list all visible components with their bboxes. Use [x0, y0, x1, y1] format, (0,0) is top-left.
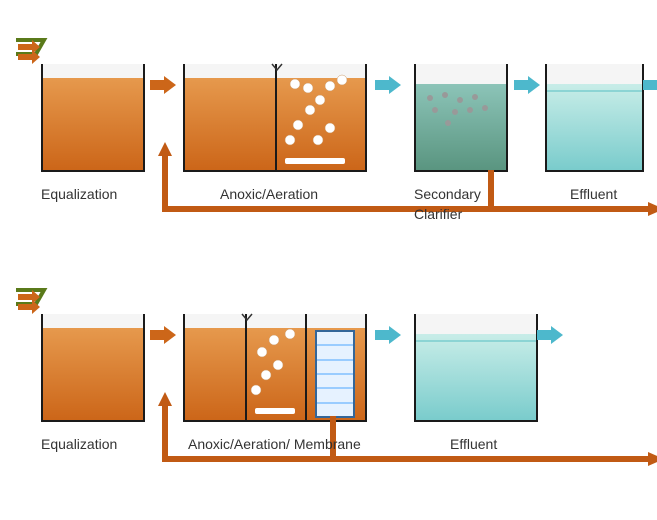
label-equalization: Equalization: [41, 435, 117, 455]
tank-effluent: [545, 64, 644, 172]
diffuser: [255, 408, 295, 414]
process-row-1: Equalization Anoxic/Aeration Secondary C…: [10, 10, 657, 240]
flow-arrow-icon: [375, 326, 401, 344]
label-clarifier-1: Secondary: [414, 185, 481, 205]
waste-arrow: [648, 202, 657, 216]
flow-arrow-icon: [537, 326, 563, 344]
waste-arrow: [648, 452, 657, 466]
flow-arrow-icon: [375, 76, 401, 94]
flow-arrow-icon: [150, 326, 176, 344]
label-effluent: Effluent: [450, 435, 497, 455]
flow-arrow-icon: [514, 76, 540, 94]
return-pipe-v2: [162, 155, 168, 212]
tank-effluent: [414, 314, 538, 422]
return-pipe-v2: [162, 405, 168, 462]
return-pipe-h: [162, 206, 657, 212]
return-pipe-h: [162, 456, 657, 462]
return-arrow-up: [158, 392, 172, 408]
flow-arrow-icon: [643, 76, 657, 94]
process-row-2: Equalization Anoxic/Aeration/ Membrane E…: [10, 260, 657, 490]
return-arrow-up: [158, 142, 172, 158]
label-equalization: Equalization: [41, 185, 117, 205]
return-pipe-v1: [488, 170, 494, 210]
label-effluent: Effluent: [570, 185, 617, 205]
label-anoxic-membrane: Anoxic/Aeration/ Membrane: [188, 435, 361, 455]
flow-arrow-icon: [150, 76, 176, 94]
label-clarifier-2: Clarifier: [414, 205, 462, 225]
label-anoxic: Anoxic/Aeration: [220, 185, 318, 205]
membrane-module: [315, 330, 355, 418]
clarifier-floc: [10, 10, 530, 180]
